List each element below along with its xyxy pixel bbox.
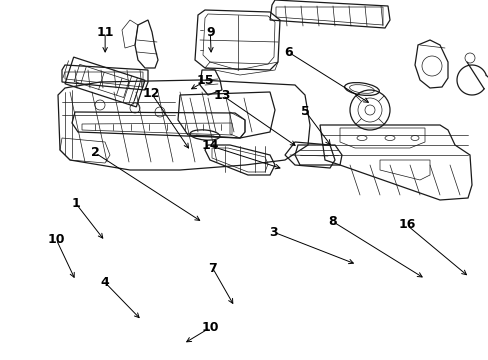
Text: 13: 13 xyxy=(213,89,231,102)
Text: 7: 7 xyxy=(208,262,217,275)
Text: 9: 9 xyxy=(205,26,214,39)
Text: 15: 15 xyxy=(196,75,214,87)
Text: 10: 10 xyxy=(201,321,219,334)
Text: 12: 12 xyxy=(142,87,160,100)
Text: 5: 5 xyxy=(301,105,309,118)
Text: 6: 6 xyxy=(284,46,292,59)
Text: 1: 1 xyxy=(71,197,80,210)
Text: 3: 3 xyxy=(269,226,278,239)
Text: 2: 2 xyxy=(91,147,100,159)
Text: 8: 8 xyxy=(327,215,336,228)
Text: 11: 11 xyxy=(96,26,114,39)
Text: 16: 16 xyxy=(397,219,415,231)
Text: 10: 10 xyxy=(47,233,65,246)
Text: 4: 4 xyxy=(101,276,109,289)
Text: 14: 14 xyxy=(201,139,219,152)
